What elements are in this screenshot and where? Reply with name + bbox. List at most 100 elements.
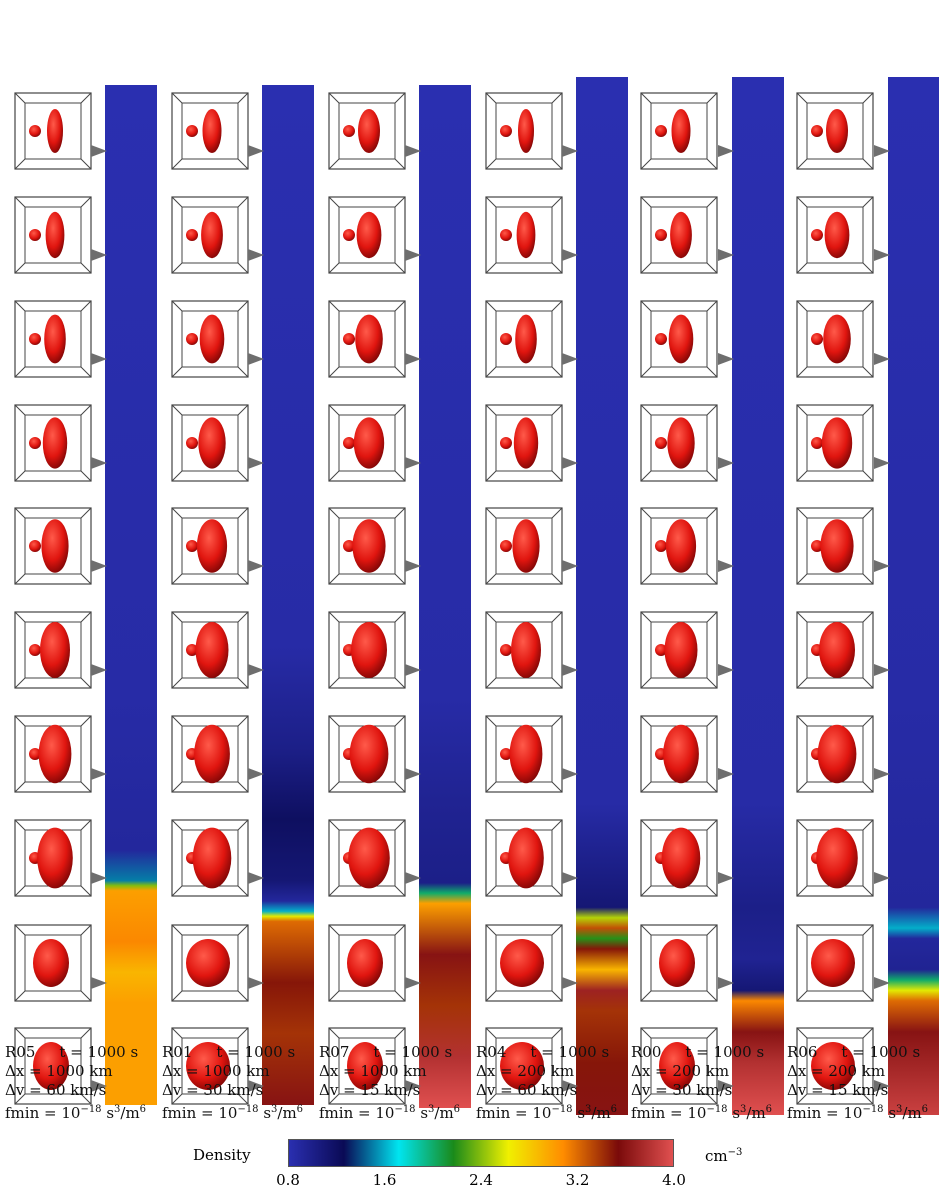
run-time: t = 1000 s (841, 1043, 921, 1061)
isosurface-shell (670, 211, 692, 259)
time-arrow (405, 145, 421, 157)
isosurface-shell (38, 724, 72, 784)
time-arrow (562, 249, 578, 261)
isosurface-panel (14, 715, 107, 793)
run-id: R07 (319, 1043, 350, 1061)
isosurface-core (655, 125, 667, 137)
time-arrow (91, 977, 107, 989)
isosurface-shell (667, 417, 695, 469)
density-strip (419, 85, 471, 1108)
isosurface-panel (328, 819, 421, 897)
isosurface-core (186, 437, 198, 449)
density-strip (576, 77, 628, 1115)
run-time: t = 1000 s (59, 1043, 139, 1061)
run-id: R00 (631, 1043, 662, 1061)
time-arrow (405, 872, 421, 884)
colorbar-gradient (288, 1139, 674, 1167)
run-id: R01 (162, 1043, 193, 1061)
time-arrow (405, 768, 421, 780)
run-parameters-r06: R06 t = 1000 s Δx = 200 km Δv = 15 km/s fmin… (787, 1043, 928, 1123)
time-arrow (874, 768, 890, 780)
isosurface-panel (796, 924, 890, 1002)
isosurface-panel (171, 1027, 264, 1105)
run-time: t = 1000 s (685, 1043, 765, 1061)
isosurface-shell (353, 417, 385, 469)
isosurface-shell (665, 519, 697, 573)
isosurface-panel (640, 404, 734, 482)
isosurface-shell (668, 314, 694, 364)
isosurface-panel (171, 819, 264, 897)
isosurface-panel (328, 1027, 421, 1105)
isosurface-shell (351, 622, 387, 678)
run-time: t = 1000 s (530, 1043, 610, 1061)
run-parameters-r05: R05 t = 1000 s Δx = 1000 km Δv = 60 km/s fmi… (5, 1043, 146, 1123)
isosurface-panel (171, 300, 264, 378)
time-arrow (91, 145, 107, 157)
isosurface-core (29, 437, 41, 449)
velocity-resolution: Δv = 30 km/s (631, 1081, 733, 1099)
time-arrow (91, 664, 107, 676)
isosurface-core (500, 437, 512, 449)
isosurface-shell (816, 827, 858, 889)
isosurface-panel (796, 404, 890, 482)
isosurface-core (500, 125, 512, 137)
isosurface-shell (661, 827, 701, 889)
run-id: R06 (787, 1043, 818, 1061)
isosurface-panel (14, 300, 107, 378)
isosurface-core (811, 333, 823, 345)
time-arrow (874, 353, 890, 365)
isosurface-panel (171, 92, 264, 170)
isosurface-core (343, 229, 355, 241)
isosurface-panel (171, 196, 264, 274)
isosurface-shell (196, 519, 228, 573)
isosurface-blob (500, 939, 544, 987)
isosurface-panel (796, 819, 890, 897)
isosurface-shell (820, 519, 854, 573)
isosurface-panel (485, 196, 578, 274)
isosurface-panel (14, 507, 107, 585)
time-arrow (405, 249, 421, 261)
isosurface-blob (186, 1042, 230, 1090)
time-arrow (874, 249, 890, 261)
time-arrow (562, 977, 578, 989)
simulation-column-r01 (171, 85, 314, 1105)
colorbar-tick: 4.0 (662, 1171, 686, 1189)
grid-spacing: Δx = 1000 km (319, 1062, 427, 1080)
time-arrow (405, 1080, 421, 1092)
isosurface-panel (171, 611, 264, 689)
isosurface-shell (45, 211, 65, 259)
time-arrow (91, 560, 107, 572)
isosurface-blob (500, 1042, 544, 1090)
fmin-value: fmin = 10−18 s3/m6 (631, 1104, 773, 1122)
isosurface-core (811, 437, 823, 449)
isosurface-panel (485, 92, 578, 170)
time-arrow (248, 664, 264, 676)
isosurface-shell (664, 622, 698, 678)
grid-spacing: Δx = 200 km (787, 1062, 886, 1080)
isosurface-core (343, 540, 355, 552)
isosurface-core (500, 748, 512, 760)
isosurface-panel (171, 924, 264, 1002)
isosurface-panel (640, 611, 734, 689)
isosurface-core (186, 333, 198, 345)
isosurface-shell (349, 724, 389, 784)
isosurface-panel (485, 819, 578, 897)
grid-spacing: Δx = 200 km (476, 1062, 575, 1080)
run-id: R05 (5, 1043, 36, 1061)
isosurface-panel (485, 1027, 578, 1105)
time-arrow (718, 664, 734, 676)
isosurface-panel (796, 92, 890, 170)
isosurface-core (29, 644, 41, 656)
isosurface-core (29, 333, 41, 345)
time-arrow (248, 145, 264, 157)
time-arrow (718, 1080, 734, 1092)
time-arrow (248, 560, 264, 572)
run-parameters-r01: R01 t = 1000 s Δx = 1000 km Δv = 30 km/s fmi… (162, 1043, 303, 1123)
time-arrow (91, 457, 107, 469)
run-id: R04 (476, 1043, 507, 1061)
isosurface-core (500, 644, 512, 656)
density-strip (262, 85, 314, 1105)
isosurface-shell (511, 622, 541, 678)
isosurface-blob (811, 1042, 855, 1090)
isosurface-core (186, 540, 198, 552)
